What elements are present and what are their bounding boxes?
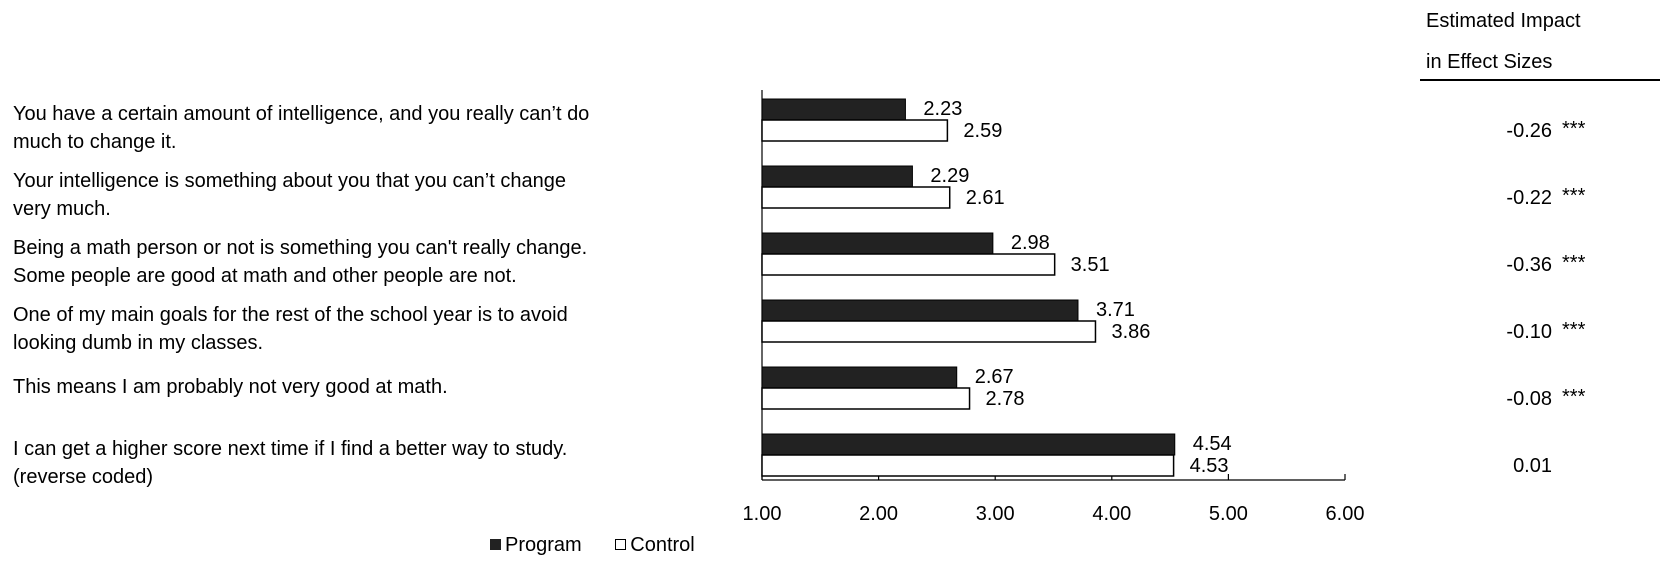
legend: Program Control [490,534,723,557]
bar-label-control: 4.53 [1190,455,1229,477]
bar-control [761,253,1056,276]
bar-control [761,387,971,410]
bar-program [761,232,994,255]
legend-swatch-program [490,539,501,550]
category-label: Your intelligence is something about you… [13,170,566,220]
significance-stars: *** [1562,118,1586,140]
bar-control [761,119,949,142]
bar-control [761,320,1097,343]
x-tick-label: 4.00 [1092,503,1131,525]
bar-label-control: 2.78 [986,388,1025,410]
category-label: I can get a higher score next time if I … [13,438,567,488]
x-tick-label: 1.00 [743,503,782,525]
significance-stars: *** [1562,252,1586,274]
x-tick-label: 6.00 [1326,503,1365,525]
significance-stars: *** [1562,386,1586,408]
bar-label-control: 3.51 [1071,254,1110,276]
effect-size-value: -0.22 [1506,187,1552,209]
bar-control [761,186,951,209]
x-tick-label: 3.00 [976,503,1015,525]
significance-stars: *** [1562,319,1586,341]
bar-program [761,299,1079,322]
category-label: This means I am probably not very good a… [13,376,448,398]
effect-size-value: -0.26 [1506,120,1552,142]
significance-stars: *** [1562,185,1586,207]
effect-header-line1: Estimated Impact [1426,10,1581,32]
bar-label-program: 3.71 [1096,299,1135,321]
x-tick-label: 2.00 [859,503,898,525]
bar-label-program: 2.98 [1011,232,1050,254]
bar-control [761,454,1175,477]
effect-size-value: -0.36 [1506,254,1552,276]
legend-item-program: Program [490,534,582,557]
bar-program [761,98,906,121]
category-label: Being a math person or not is something … [13,237,587,287]
bar-label-program: 4.54 [1193,433,1232,455]
bar-program [761,165,913,188]
bar-program [761,366,958,389]
legend-label-control: Control [630,534,695,556]
effect-size-value: -0.10 [1506,321,1552,343]
bar-label-control: 2.61 [966,187,1005,209]
bar-label-program: 2.29 [930,165,969,187]
effect-size-value: 0.01 [1513,455,1552,477]
legend-label-program: Program [505,534,582,556]
effect-size-value: -0.08 [1506,388,1552,410]
bar-label-program: 2.67 [975,366,1014,388]
bar-label-control: 3.86 [1111,321,1150,343]
bar-label-program: 2.23 [923,98,962,120]
legend-swatch-control [615,539,627,550]
legend-item-control: Control [615,534,695,557]
bar-program [761,433,1176,456]
category-label: You have a certain amount of intelligenc… [13,103,589,153]
x-tick-label: 5.00 [1209,503,1248,525]
effect-header-line2: in Effect Sizes [1426,51,1552,73]
category-label: One of my main goals for the rest of the… [13,304,568,354]
bar-label-control: 2.59 [963,120,1002,142]
